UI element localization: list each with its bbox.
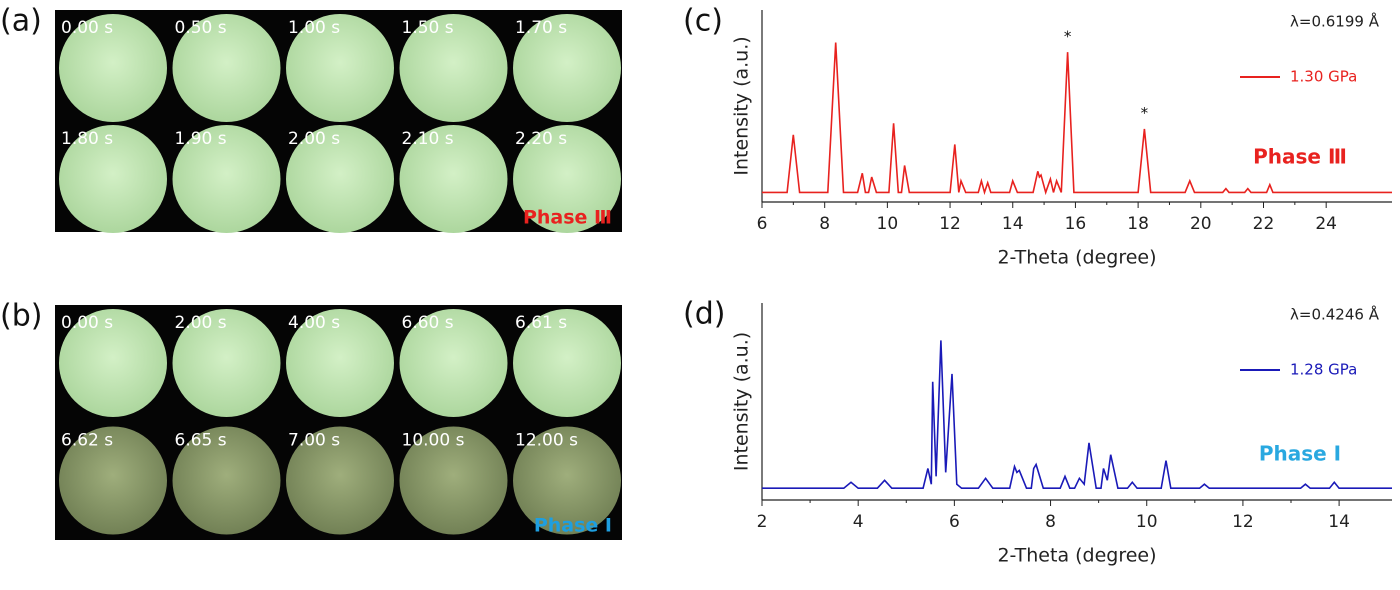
time-label: 7.00 s bbox=[288, 431, 340, 451]
xrd-line bbox=[762, 340, 1392, 489]
x-axis-title: 2-Theta (degree) bbox=[997, 545, 1156, 567]
time-label: 0.00 s bbox=[61, 18, 113, 38]
x-tick-label: 10 bbox=[1136, 512, 1158, 532]
time-label: 6.62 s bbox=[61, 431, 113, 451]
micrograph bbox=[172, 426, 281, 535]
xrd-line bbox=[762, 42, 1392, 196]
x-tick-label: 20 bbox=[1190, 214, 1212, 234]
time-label: 6.65 s bbox=[175, 431, 227, 451]
phase-label: Phase Ⅰ bbox=[534, 515, 612, 537]
phase-label: Phase Ⅲ bbox=[523, 207, 612, 229]
micrograph bbox=[59, 426, 167, 535]
x-tick-label: 14 bbox=[1002, 214, 1024, 234]
panel-label: (b) bbox=[0, 299, 42, 334]
time-label: 2.20 s bbox=[515, 129, 567, 149]
phase-label: Phase Ⅲ bbox=[1253, 145, 1347, 169]
micrograph bbox=[286, 125, 394, 233]
time-label: 0.00 s bbox=[61, 313, 113, 333]
wavelength: λ=0.4246 Å bbox=[1290, 305, 1380, 324]
y-axis-title: Intensity (a.u.) bbox=[731, 36, 753, 175]
x-tick-label: 10 bbox=[877, 214, 899, 234]
micrograph bbox=[59, 309, 167, 417]
legend-label: 1.28 GPa bbox=[1290, 361, 1357, 379]
time-label: 6.60 s bbox=[402, 313, 454, 333]
micrograph bbox=[59, 14, 167, 122]
micrograph bbox=[513, 426, 621, 535]
micrograph bbox=[399, 125, 508, 233]
x-tick-label: 12 bbox=[1232, 512, 1254, 532]
micrograph bbox=[513, 125, 621, 233]
x-tick-label: 2 bbox=[757, 512, 768, 532]
micrograph bbox=[513, 14, 621, 122]
x-tick-label: 8 bbox=[1045, 512, 1056, 532]
wavelength: λ=0.6199 Å bbox=[1290, 12, 1380, 31]
micrograph bbox=[286, 14, 394, 122]
micrograph bbox=[172, 14, 281, 122]
peak-marker: * bbox=[1064, 27, 1072, 45]
time-label: 1.70 s bbox=[515, 18, 567, 38]
time-label: 0.50 s bbox=[175, 18, 227, 38]
x-tick-label: 8 bbox=[819, 214, 830, 234]
x-tick-label: 12 bbox=[939, 214, 961, 234]
panel-label: (c) bbox=[683, 4, 723, 39]
x-tick-label: 24 bbox=[1315, 214, 1337, 234]
time-label: 12.00 s bbox=[515, 431, 578, 451]
panel-label: (d) bbox=[683, 297, 725, 332]
x-axis-title: 2-Theta (degree) bbox=[997, 247, 1156, 269]
x-tick-label: 22 bbox=[1253, 214, 1275, 234]
phase-label: Phase Ⅰ bbox=[1259, 442, 1341, 466]
micrograph bbox=[286, 309, 394, 417]
time-label: 2.00 s bbox=[175, 313, 227, 333]
micrograph bbox=[399, 426, 508, 535]
time-label: 6.61 s bbox=[515, 313, 567, 333]
x-tick-label: 16 bbox=[1065, 214, 1087, 234]
time-label: 2.10 s bbox=[402, 129, 454, 149]
micrograph bbox=[513, 309, 621, 417]
peak-marker: * bbox=[1141, 104, 1149, 122]
time-label: 4.00 s bbox=[288, 313, 340, 333]
time-label: 1.50 s bbox=[402, 18, 454, 38]
micrograph bbox=[172, 309, 281, 417]
x-tick-label: 6 bbox=[757, 214, 768, 234]
time-label: 1.80 s bbox=[61, 129, 113, 149]
time-label: 2.00 s bbox=[288, 129, 340, 149]
legend-label: 1.30 GPa bbox=[1290, 68, 1357, 86]
time-label: 10.00 s bbox=[402, 431, 465, 451]
micrograph bbox=[172, 125, 281, 233]
micrograph bbox=[399, 14, 508, 122]
micrograph bbox=[399, 309, 508, 417]
micrograph bbox=[59, 125, 167, 233]
x-tick-label: 18 bbox=[1127, 214, 1149, 234]
x-tick-label: 14 bbox=[1328, 512, 1350, 532]
time-label: 1.90 s bbox=[175, 129, 227, 149]
panel-label: (a) bbox=[0, 4, 42, 39]
time-label: 1.00 s bbox=[288, 18, 340, 38]
x-tick-label: 6 bbox=[949, 512, 960, 532]
x-tick-label: 4 bbox=[853, 512, 864, 532]
micrograph bbox=[286, 426, 394, 535]
y-axis-title: Intensity (a.u.) bbox=[731, 332, 753, 471]
